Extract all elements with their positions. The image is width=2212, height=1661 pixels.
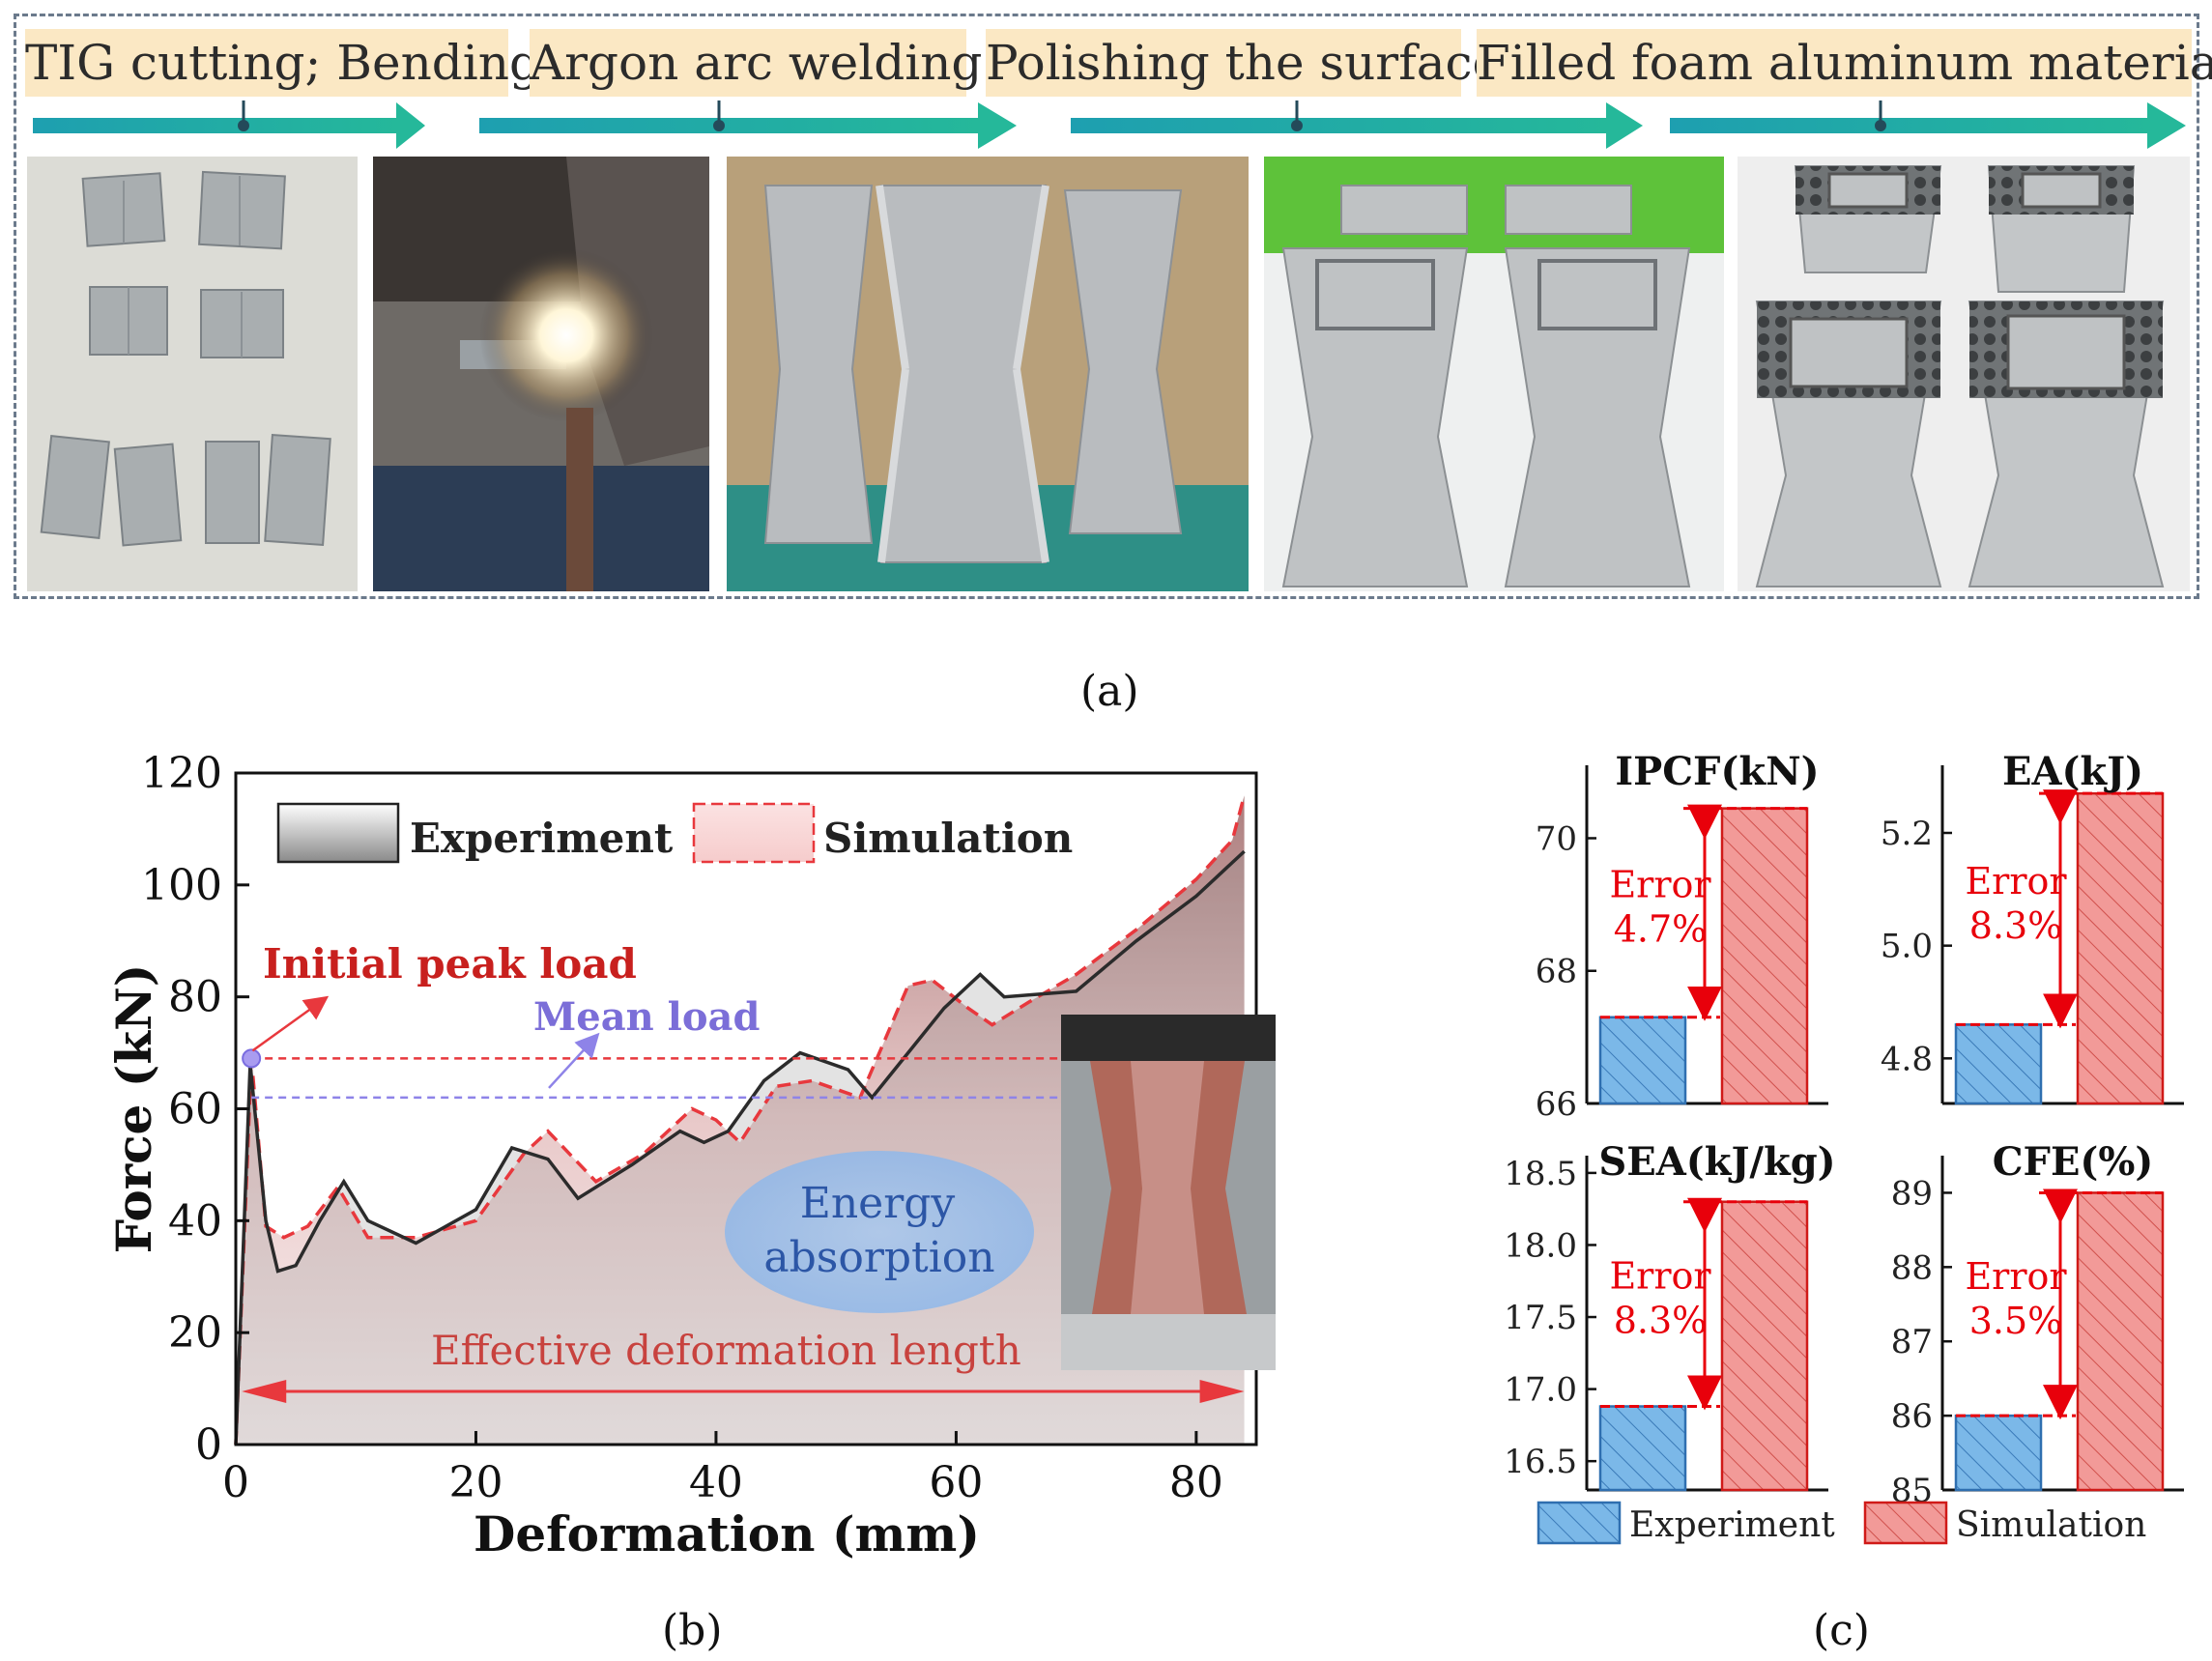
- step-label-welding: Argon arc welding: [530, 29, 982, 97]
- effective-length-arrow: [242, 1380, 1245, 1403]
- process-arrow-4: [1670, 100, 2186, 149]
- y-tick-label: 0: [195, 1420, 222, 1470]
- y-tick-label: 120: [141, 749, 222, 798]
- photo-polished-tubes: [1264, 157, 1724, 591]
- error-label: Error: [1609, 1255, 1711, 1298]
- bar-chart-title: EA(kJ): [2002, 749, 2143, 794]
- mean-load-arrow: [548, 1032, 600, 1089]
- y-tick-label: 80: [168, 973, 222, 1022]
- y-axis-label: Force (kN): [105, 964, 162, 1254]
- energy-absorption-label-2: absorption: [763, 1233, 994, 1282]
- mean-load-label: Mean load: [533, 994, 760, 1040]
- x-tick-label: 60: [929, 1458, 983, 1507]
- photo-foam-filled-tubes: [1738, 157, 2190, 591]
- process-arrow-3: [1071, 100, 1643, 149]
- step-label-foam: Filled foam aluminum material: [1477, 29, 2212, 97]
- error-value: 8.3%: [1969, 904, 2063, 947]
- process-arrows: [33, 100, 2186, 149]
- simulation-bar: [1720, 807, 1809, 1105]
- caption-b: (b): [662, 1606, 723, 1655]
- step-label-cutting: TIG cutting; Bending: [25, 29, 540, 97]
- caption-a: (a): [1080, 667, 1139, 716]
- experiment-fill: [236, 851, 1245, 1445]
- simulation-bar: [1720, 1200, 1809, 1492]
- y-tick-label: 5.2: [1881, 815, 1933, 853]
- initial-peak-load-label: Initial peak load: [263, 940, 637, 988]
- bar-chart-title: CFE(%): [1993, 1139, 2154, 1185]
- crushed-specimen-photo: [1061, 1015, 1276, 1370]
- error-label: Error: [1965, 860, 2067, 902]
- y-tick-label: 16.5: [1504, 1443, 1577, 1481]
- y-tick-label: 4.8: [1881, 1040, 1933, 1078]
- energy-absorption-label-1: Energy: [800, 1179, 956, 1228]
- experiment-bar: [1954, 1023, 2043, 1105]
- legend-simulation-label: Simulation: [823, 815, 1073, 862]
- x-tick-label: 0: [222, 1458, 249, 1507]
- peak-load-arrow: [251, 995, 330, 1052]
- y-tick-label: 60: [168, 1085, 222, 1134]
- experiment-series-line: [234, 849, 1246, 1446]
- y-tick-label: 89: [1891, 1174, 1933, 1213]
- legend-experiment-label: Experiment: [1629, 1505, 1835, 1545]
- y-tick-label: 17.5: [1504, 1299, 1577, 1337]
- error-bar-charts: 666870IPCF(kN)Error4.7%4.85.05.2EA(kJ)Er…: [1504, 749, 2184, 1545]
- effective-length-label: Effective deformation length: [431, 1327, 1021, 1374]
- error-value: 4.7%: [1614, 908, 1708, 951]
- force-deformation-chart: 0 20 40 60 80 0 20 40 60 80 100 120 Deformation (mm)…: [105, 749, 1276, 1562]
- error-label: Error: [1609, 864, 1711, 906]
- y-tick-label: 18.5: [1504, 1155, 1577, 1193]
- error-value: 3.5%: [1969, 1300, 2063, 1342]
- chart-b-legend: Experiment Simulation: [276, 802, 1073, 864]
- legend-simulation-swatch: [1863, 1501, 1948, 1545]
- y-tick-label: 40: [168, 1196, 222, 1246]
- simulation-bar: [2076, 791, 2165, 1105]
- y-tick-label: 66: [1536, 1085, 1577, 1124]
- experiment-bar: [1598, 1016, 1687, 1105]
- process-arrow-1: [33, 100, 425, 149]
- experiment-bar: [1598, 1405, 1687, 1492]
- y-tick-label: 87: [1891, 1323, 1933, 1361]
- simulation-bar: [2076, 1191, 2165, 1492]
- y-tick-label: 88: [1891, 1248, 1933, 1287]
- legend-experiment-swatch: [1537, 1501, 1622, 1545]
- photo-welding: [373, 157, 709, 591]
- peak-point: [242, 1048, 262, 1069]
- bar-chart-title: IPCF(kN): [1615, 749, 1819, 794]
- y-tick-label: 70: [1536, 819, 1577, 858]
- process-arrow-2: [479, 100, 1017, 149]
- energy-absorption-ellipse: [725, 1151, 1034, 1313]
- bar-legend: Experiment Simulation: [1537, 1501, 2146, 1545]
- y-tick-label: 20: [168, 1308, 222, 1358]
- y-tick-label: 68: [1536, 953, 1577, 991]
- y-tick-label: 86: [1891, 1397, 1933, 1436]
- photo-welded-tubes: [727, 157, 1249, 591]
- y-tick-label: 18.0: [1504, 1226, 1577, 1265]
- legend-experiment-swatch: [276, 802, 400, 864]
- error-value: 8.3%: [1614, 1300, 1708, 1342]
- experiment-bar: [1954, 1414, 2043, 1492]
- step-label-polishing: Polishing the surface: [986, 29, 1501, 97]
- x-tick-label: 80: [1169, 1458, 1223, 1507]
- y-tick-label: 100: [141, 861, 222, 910]
- error-label: Error: [1965, 1255, 2067, 1298]
- bar-chart-title: SEA(kJ/kg): [1598, 1139, 1835, 1185]
- y-tick-label: 5.0: [1881, 928, 1933, 966]
- legend-simulation-swatch: [692, 802, 816, 864]
- x-tick-label: 40: [689, 1458, 743, 1507]
- legend-experiment-label: Experiment: [410, 815, 674, 862]
- caption-c: (c): [1813, 1606, 1870, 1655]
- legend-simulation-label: Simulation: [1956, 1505, 2146, 1545]
- y-tick-label: 17.0: [1504, 1371, 1577, 1410]
- photo-cut-sheets: [27, 157, 358, 591]
- x-axis-label: Deformation (mm): [474, 1505, 980, 1562]
- x-tick-label: 20: [448, 1458, 503, 1507]
